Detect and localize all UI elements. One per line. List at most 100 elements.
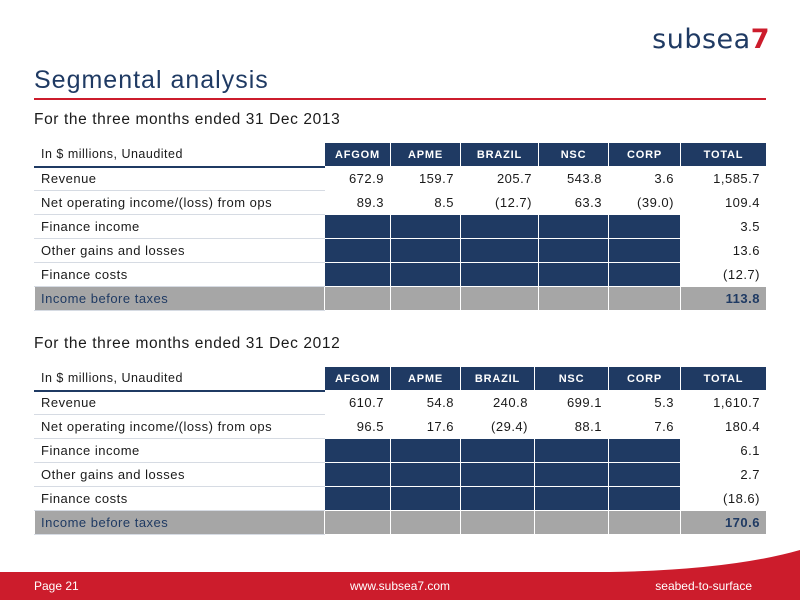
column-header-apme: APME: [390, 142, 461, 167]
segment-value: 88.1: [534, 414, 609, 439]
segment-value: 96.5: [324, 414, 391, 439]
segment-value: (12.7): [460, 190, 539, 215]
segment-value: 63.3: [538, 190, 609, 215]
row-label: Finance income: [34, 438, 325, 463]
row-label: Income before taxes: [34, 510, 325, 535]
empty-cell: [460, 262, 539, 287]
empty-cell: [324, 486, 391, 511]
empty-cell: [460, 238, 539, 263]
segment-value: (29.4): [460, 414, 535, 439]
total-value: 1,610.7: [680, 390, 767, 415]
table-row: Income before taxes 170.6: [34, 510, 767, 535]
column-header-brazil: BRAZIL: [460, 366, 535, 391]
empty-cell: [608, 262, 681, 287]
empty-cell: [608, 438, 681, 463]
total-value: (12.7): [680, 262, 767, 287]
column-header-brazil: BRAZIL: [460, 142, 539, 167]
footer-bar: Page 21 www.subsea7.com seabed-to-surfac…: [0, 572, 800, 600]
table-row: Finance costs (18.6): [34, 486, 767, 511]
empty-cell: [324, 286, 391, 311]
column-header-total: TOTAL: [680, 366, 767, 391]
total-value: (18.6): [680, 486, 767, 511]
website-link[interactable]: www.subsea7.com: [350, 579, 451, 593]
empty-cell: [538, 262, 609, 287]
table-row: Finance income 6.1: [34, 438, 767, 463]
header-row: In $ millions, Unaudited AFGOM APME BRAZIL N…: [34, 366, 767, 392]
table-row: Net operating income/(loss) from ops 96.5…: [34, 414, 767, 439]
row-label: Finance income: [34, 214, 325, 239]
column-header-afgom: AFGOM: [324, 142, 391, 167]
table-row: Revenue 610.7 54.8 240.8 699.1 5.3 1,610.7: [34, 390, 767, 415]
total-value: 109.4: [680, 190, 767, 215]
empty-cell: [538, 286, 609, 311]
empty-cell: [390, 238, 461, 263]
empty-cell: [538, 238, 609, 263]
segment-value: 17.6: [390, 414, 461, 439]
segment-value: 699.1: [534, 390, 609, 415]
segment-value: 205.7: [460, 166, 539, 191]
table-row: Revenue 672.9 159.7 205.7 543.8 3.6 1,585.7: [34, 166, 767, 191]
section-heading-2012: For the three months ended 31 Dec 2012: [34, 335, 341, 352]
empty-cell: [608, 486, 681, 511]
empty-cell: [390, 286, 461, 311]
total-value: 180.4: [680, 414, 767, 439]
segment-value: 7.6: [608, 414, 681, 439]
header-row: In $ millions, Unaudited AFGOM APME BRAZIL N…: [34, 142, 767, 168]
row-label: Income before taxes: [34, 286, 325, 311]
empty-cell: [390, 510, 461, 535]
empty-cell: [324, 438, 391, 463]
segment-table-2012: In $ millions, Unaudited AFGOM APME BRAZIL N…: [34, 366, 767, 535]
column-header-total: TOTAL: [680, 142, 767, 167]
table-row: Net operating income/(loss) from ops 89.3…: [34, 190, 767, 215]
segment-value: 5.3: [608, 390, 681, 415]
total-value: 6.1: [680, 438, 767, 463]
table-row: Income before taxes 113.8: [34, 286, 767, 311]
total-value: 3.5: [680, 214, 767, 239]
column-header-apme: APME: [390, 366, 461, 391]
units-label: In $ millions, Unaudited: [34, 366, 325, 392]
empty-cell: [608, 510, 681, 535]
empty-cell: [608, 238, 681, 263]
empty-cell: [608, 462, 681, 487]
total-value: 13.6: [680, 238, 767, 263]
empty-cell: [608, 214, 681, 239]
column-header-afgom: AFGOM: [324, 366, 391, 391]
tagline: seabed-to-surface: [655, 579, 752, 593]
row-label: Net operating income/(loss) from ops: [34, 190, 325, 215]
table-row: Finance costs (12.7): [34, 262, 767, 287]
row-label: Other gains and losses: [34, 238, 325, 263]
row-label: Revenue: [34, 166, 325, 191]
empty-cell: [460, 486, 535, 511]
empty-cell: [324, 238, 391, 263]
empty-cell: [324, 462, 391, 487]
logo-text: subsea: [652, 24, 751, 55]
empty-cell: [460, 462, 535, 487]
column-header-nsc: NSC: [538, 142, 609, 167]
empty-cell: [534, 462, 609, 487]
empty-cell: [534, 486, 609, 511]
segment-value: 610.7: [324, 390, 391, 415]
empty-cell: [390, 438, 461, 463]
row-label: Finance costs: [34, 486, 325, 511]
table-row: Other gains and losses 13.6: [34, 238, 767, 263]
row-label: Other gains and losses: [34, 462, 325, 487]
segment-value: 8.5: [390, 190, 461, 215]
empty-cell: [534, 510, 609, 535]
page-title: Segmental analysis: [34, 66, 269, 94]
empty-cell: [390, 214, 461, 239]
segment-value: 3.6: [608, 166, 681, 191]
total-value: 2.7: [680, 462, 767, 487]
title-divider: [34, 98, 766, 100]
logo-number: 7: [750, 24, 770, 55]
empty-cell: [390, 262, 461, 287]
empty-cell: [324, 214, 391, 239]
subsea7-logo: subsea7: [652, 24, 770, 55]
column-header-corp: CORP: [608, 366, 681, 391]
empty-cell: [460, 286, 539, 311]
total-value: 113.8: [680, 286, 767, 311]
page-number: Page 21: [34, 579, 79, 593]
empty-cell: [390, 462, 461, 487]
segment-value: (39.0): [608, 190, 681, 215]
empty-cell: [608, 286, 681, 311]
table-row: Finance income 3.5: [34, 214, 767, 239]
